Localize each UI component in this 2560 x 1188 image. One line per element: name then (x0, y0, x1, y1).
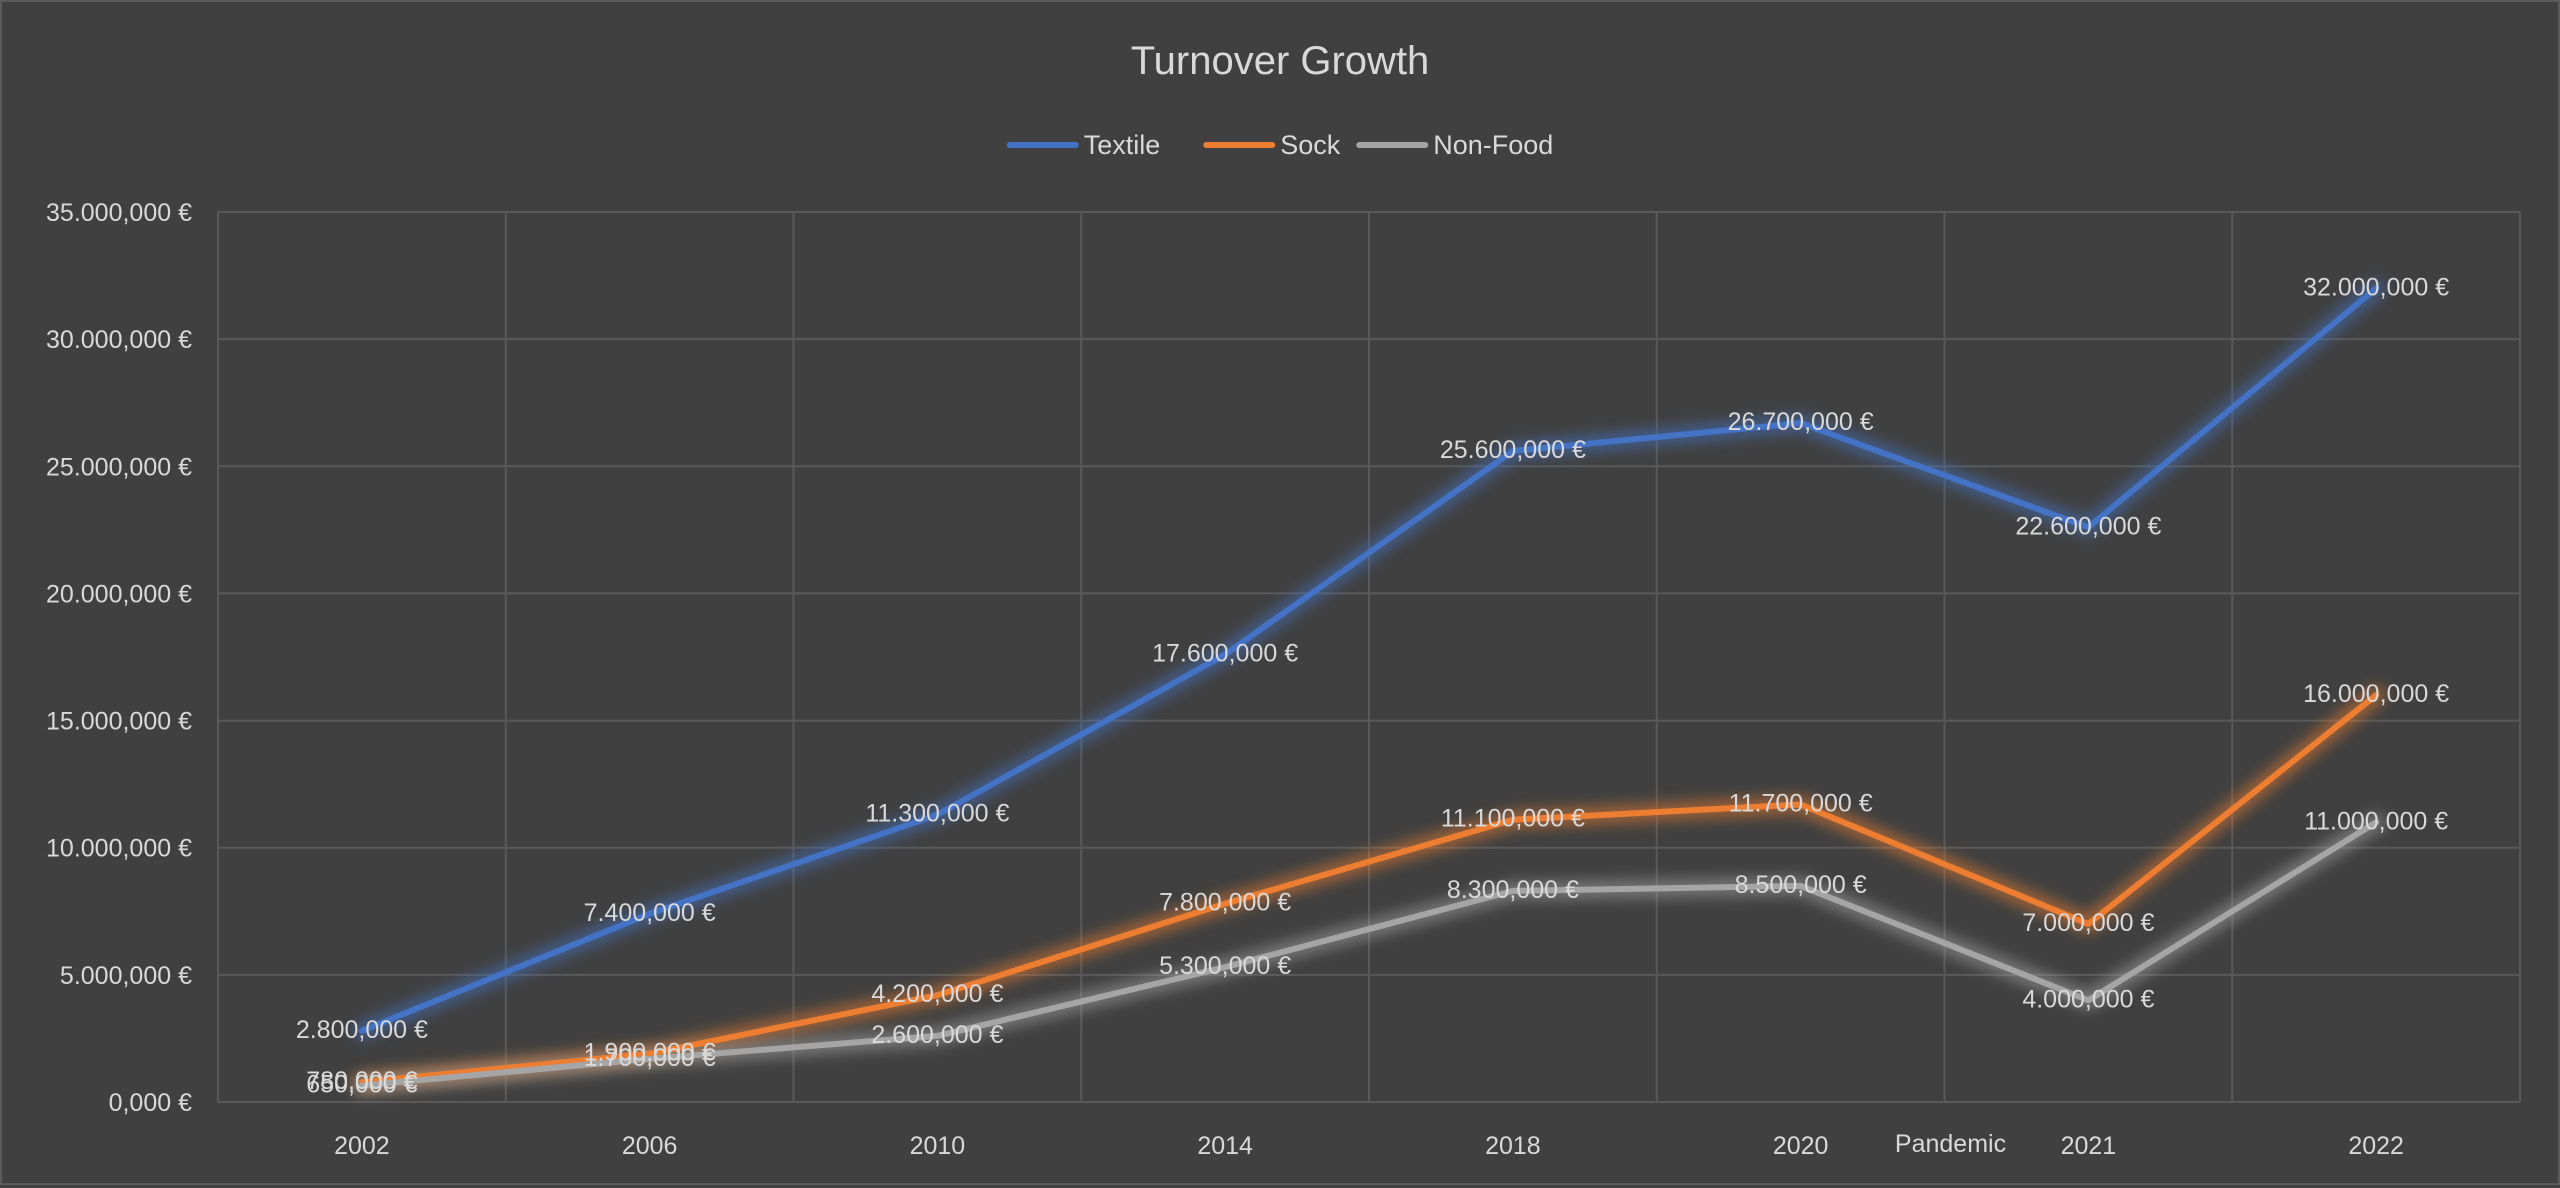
data-label-textile: 11.300,000 € (865, 800, 1009, 828)
data-label-sock: 7.000,000 € (2022, 909, 2154, 937)
data-label-textile: 7.400,000 € (584, 899, 716, 927)
chart-annotations: Pandemic (1895, 1130, 2006, 1158)
y-tick-label: 15.000,000 € (46, 708, 192, 736)
series-line-layer (358, 285, 2380, 1089)
data-label-non-food: 1.700,000 € (584, 1044, 716, 1072)
data-label-textile: 2.800,000 € (296, 1016, 428, 1044)
data-label-non-food: 8.500,000 € (1735, 871, 1867, 899)
x-tick-label: 2021 (2061, 1132, 2117, 1160)
legend-label: Sock (1280, 130, 1341, 160)
data-label-sock: 16.000,000 € (2303, 680, 2449, 708)
annotation-label: Pandemic (1895, 1130, 2006, 1158)
data-label-textile: 25.600,000 € (1440, 436, 1586, 464)
x-tick-label: 2010 (910, 1132, 966, 1160)
y-tick-label: 0,000 € (109, 1089, 193, 1117)
data-label-sock: 11.700,000 € (1729, 789, 1873, 817)
data-label-sock: 780,000 € (306, 1067, 417, 1095)
y-tick-label: 10.000,000 € (46, 835, 192, 863)
series-line-non-food (358, 819, 2380, 1089)
data-label-textile: 32.000,000 € (2303, 273, 2449, 301)
chart-legend: Textile Sock Non-Food (1006, 130, 1553, 160)
legend-label: Textile (1084, 130, 1161, 160)
data-label-sock: 11.100,000 € (1441, 805, 1585, 833)
series-line-sock (358, 692, 2380, 1086)
data-label-layer: 2.800,000 € 7.400,000 € 11.300,000 € 17.600… (296, 273, 2449, 1098)
y-axis: 0,000 € 5.000,000 € 10.000,000 € 15.000,000… (46, 199, 192, 1117)
x-tick-label: 2006 (622, 1132, 678, 1160)
series-line-textile (358, 285, 2380, 1034)
data-label-sock: 7.800,000 € (1159, 889, 1291, 917)
data-label-textile: 22.600,000 € (2015, 512, 2161, 540)
y-tick-label: 35.000,000 € (46, 199, 192, 227)
x-tick-label: 2022 (2348, 1132, 2404, 1160)
y-tick-label: 30.000,000 € (46, 326, 192, 354)
x-axis: 2002 2006 2010 2014 2018 2020 2021 2022 (334, 1132, 2404, 1160)
legend-item-textile: Textile (1006, 130, 1161, 160)
data-label-non-food: 11.000,000 € (2304, 807, 2448, 835)
data-label-sock: 4.200,000 € (871, 980, 1003, 1008)
chart-grid (217, 211, 2521, 1103)
data-label-textile: 17.600,000 € (1152, 639, 1298, 667)
x-tick-label: 2014 (1197, 1132, 1253, 1160)
chart-title: Turnover Growth (1131, 39, 1430, 83)
legend-label: Non-Food (1433, 130, 1553, 160)
x-tick-label: 2020 (1773, 1132, 1829, 1160)
legend-item-non-food: Non-Food (1356, 130, 1553, 160)
y-tick-label: 25.000,000 € (46, 453, 192, 481)
data-label-sock: 1.900,000 € (584, 1039, 716, 1067)
legend-item-sock: Sock (1203, 130, 1341, 160)
data-label-non-food: 2.600,000 € (871, 1021, 1003, 1049)
data-label-textile: 26.700,000 € (1728, 408, 1874, 436)
x-tick-label: 2002 (334, 1132, 390, 1160)
y-tick-label: 20.000,000 € (46, 580, 192, 608)
y-tick-label: 5.000,000 € (60, 962, 192, 990)
data-label-non-food: 4.000,000 € (2022, 985, 2154, 1013)
data-label-non-food: 8.300,000 € (1447, 876, 1579, 904)
x-tick-label: 2018 (1485, 1132, 1541, 1160)
data-label-non-food: 650,000 € (306, 1070, 417, 1098)
data-label-non-food: 5.300,000 € (1159, 952, 1291, 980)
